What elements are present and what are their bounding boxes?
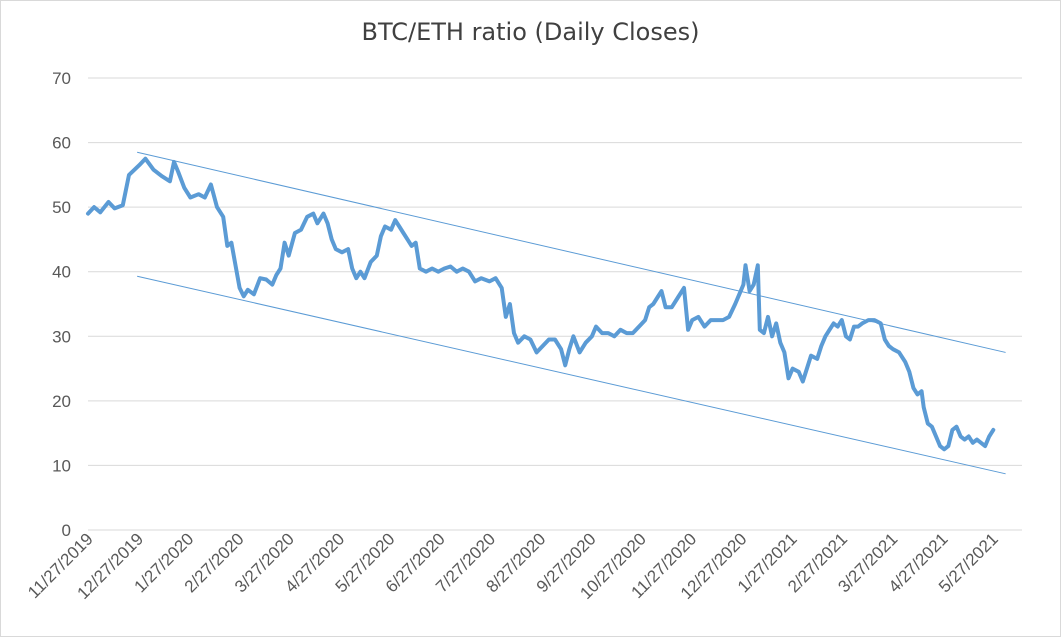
y-tick-label: 0 (62, 521, 71, 540)
trendline (137, 275, 1006, 475)
gridlines (88, 77, 1022, 531)
series-line (86, 156, 996, 452)
y-tick-label: 20 (52, 392, 71, 411)
trendlines (137, 151, 1006, 475)
y-tick-label: 70 (52, 69, 71, 88)
y-tick-label: 60 (52, 134, 71, 153)
series-lines (86, 156, 996, 452)
y-tick-label: 30 (52, 327, 71, 346)
x-axis-ticks: 11/27/201912/27/20191/27/20202/27/20203/… (24, 529, 1002, 603)
y-tick-label: 10 (52, 456, 71, 475)
chart-title: BTC/ETH ratio (Daily Closes) (361, 18, 700, 46)
trendline (137, 151, 1006, 353)
y-tick-label: 40 (52, 263, 71, 282)
y-tick-label: 50 (52, 198, 71, 217)
y-axis-ticks: 0 10 20 30 40 50 60 70 (52, 69, 71, 540)
